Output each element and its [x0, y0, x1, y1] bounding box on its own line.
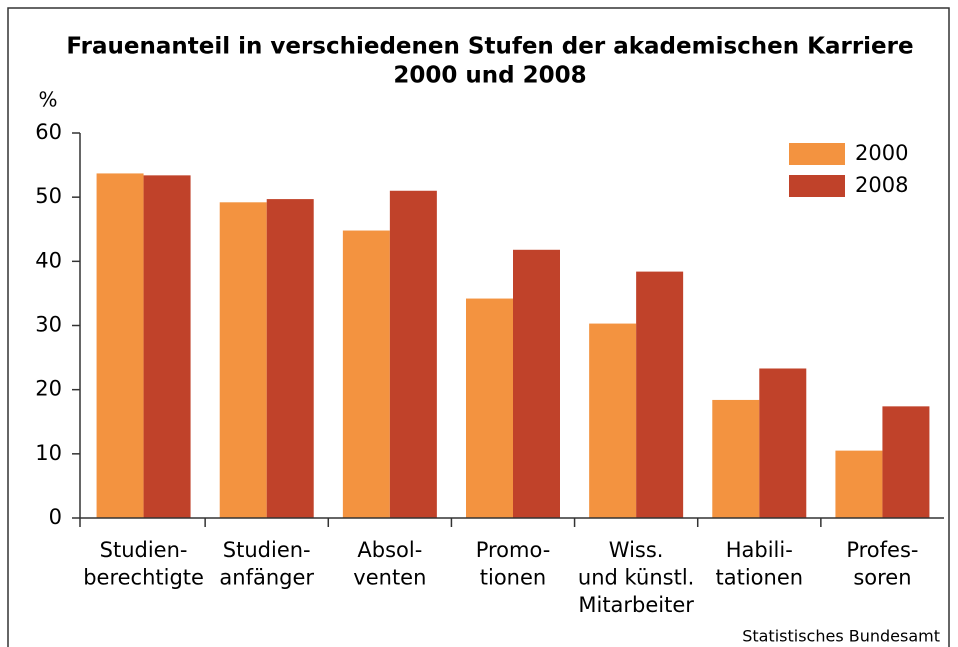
x-tick-label: berechtigte: [83, 566, 204, 590]
bar: [589, 323, 637, 518]
legend-swatch: [789, 143, 845, 165]
x-tick-label: Studien-: [223, 538, 311, 562]
bar: [759, 368, 807, 518]
y-tick-label: 50: [35, 184, 62, 208]
x-tick-label: Mitarbeiter: [578, 593, 694, 617]
x-tick-label: anfänger: [219, 566, 314, 590]
y-tick-label: 0: [49, 505, 62, 529]
x-tick-label: Wiss.: [609, 538, 664, 562]
x-tick-label: soren: [853, 566, 911, 590]
bar: [712, 399, 760, 518]
x-tick-label: Profes-: [846, 538, 918, 562]
bar: [143, 175, 191, 518]
x-tick-label: tationen: [716, 566, 804, 590]
bar: [266, 199, 314, 518]
bar: [882, 406, 930, 518]
x-tick-label: tionen: [480, 566, 546, 590]
y-tick-label: 30: [35, 313, 62, 337]
bar: [466, 298, 513, 518]
y-tick-label: 40: [35, 248, 62, 272]
bar: [513, 249, 560, 519]
bar: [342, 230, 390, 519]
y-axis-label: %: [38, 88, 57, 112]
bar: [389, 190, 437, 518]
legend-swatch: [789, 175, 845, 197]
x-tick-label: venten: [353, 566, 426, 590]
chart-title: Frauenanteil in verschiedenen Stufen der…: [66, 34, 913, 60]
y-tick-label: 60: [35, 120, 62, 144]
bar: [835, 450, 883, 518]
y-tick-label: 10: [35, 441, 62, 465]
x-tick-label: Absol-: [357, 538, 422, 562]
x-tick-label: und künstl.: [578, 566, 694, 590]
bar: [636, 271, 684, 518]
source: Statistisches Bundesamt: [742, 627, 940, 646]
x-tick-label: Promo-: [476, 538, 551, 562]
bar: [96, 173, 144, 519]
chart-title: 2000 und 2008: [393, 63, 586, 89]
frame: [7, 7, 950, 647]
x-tick-label: Studien-: [100, 538, 188, 562]
legend-label: 2008: [855, 173, 908, 197]
x-tick-label: Habili-: [726, 538, 793, 562]
legend-label: 2000: [855, 141, 908, 165]
bar: [219, 202, 267, 519]
y-tick-label: 20: [35, 377, 62, 401]
